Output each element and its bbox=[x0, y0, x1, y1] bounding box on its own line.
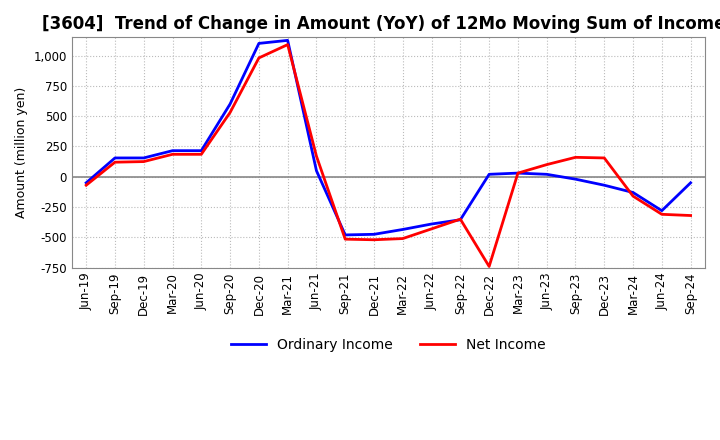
Net Income bbox=[197, 152, 206, 157]
Ordinary Income bbox=[542, 172, 551, 177]
Ordinary Income bbox=[571, 176, 580, 182]
Ordinary Income bbox=[369, 232, 378, 237]
Line: Net Income: Net Income bbox=[86, 44, 690, 267]
Ordinary Income bbox=[82, 180, 91, 185]
Net Income bbox=[168, 152, 177, 157]
Net Income bbox=[456, 216, 464, 222]
Net Income bbox=[226, 110, 235, 115]
Title: [3604]  Trend of Change in Amount (YoY) of 12Mo Moving Sum of Incomes: [3604] Trend of Change in Amount (YoY) o… bbox=[42, 15, 720, 33]
Net Income bbox=[82, 183, 91, 188]
Net Income bbox=[571, 155, 580, 160]
Net Income bbox=[542, 162, 551, 167]
Ordinary Income bbox=[312, 168, 321, 173]
Ordinary Income bbox=[513, 170, 522, 176]
Net Income bbox=[284, 42, 292, 47]
Net Income bbox=[369, 237, 378, 242]
Ordinary Income bbox=[226, 101, 235, 106]
Legend: Ordinary Income, Net Income: Ordinary Income, Net Income bbox=[225, 332, 552, 357]
Ordinary Income bbox=[111, 155, 120, 161]
Net Income bbox=[398, 236, 407, 241]
Ordinary Income bbox=[657, 208, 666, 213]
Net Income bbox=[140, 159, 148, 164]
Ordinary Income bbox=[197, 148, 206, 153]
Net Income bbox=[513, 170, 522, 176]
Ordinary Income bbox=[427, 221, 436, 227]
Ordinary Income bbox=[168, 148, 177, 153]
Y-axis label: Amount (million yen): Amount (million yen) bbox=[15, 87, 28, 218]
Ordinary Income bbox=[398, 227, 407, 232]
Net Income bbox=[485, 264, 493, 269]
Ordinary Income bbox=[255, 41, 264, 46]
Net Income bbox=[111, 160, 120, 165]
Net Income bbox=[312, 154, 321, 159]
Ordinary Income bbox=[140, 155, 148, 161]
Ordinary Income bbox=[629, 190, 637, 195]
Net Income bbox=[341, 237, 349, 242]
Ordinary Income bbox=[485, 172, 493, 177]
Line: Ordinary Income: Ordinary Income bbox=[86, 40, 690, 235]
Net Income bbox=[600, 155, 608, 161]
Ordinary Income bbox=[284, 38, 292, 43]
Net Income bbox=[629, 194, 637, 199]
Ordinary Income bbox=[341, 232, 349, 238]
Net Income bbox=[657, 212, 666, 217]
Net Income bbox=[686, 213, 695, 218]
Net Income bbox=[427, 226, 436, 231]
Net Income bbox=[255, 55, 264, 61]
Ordinary Income bbox=[456, 217, 464, 222]
Ordinary Income bbox=[600, 183, 608, 188]
Ordinary Income bbox=[686, 180, 695, 185]
